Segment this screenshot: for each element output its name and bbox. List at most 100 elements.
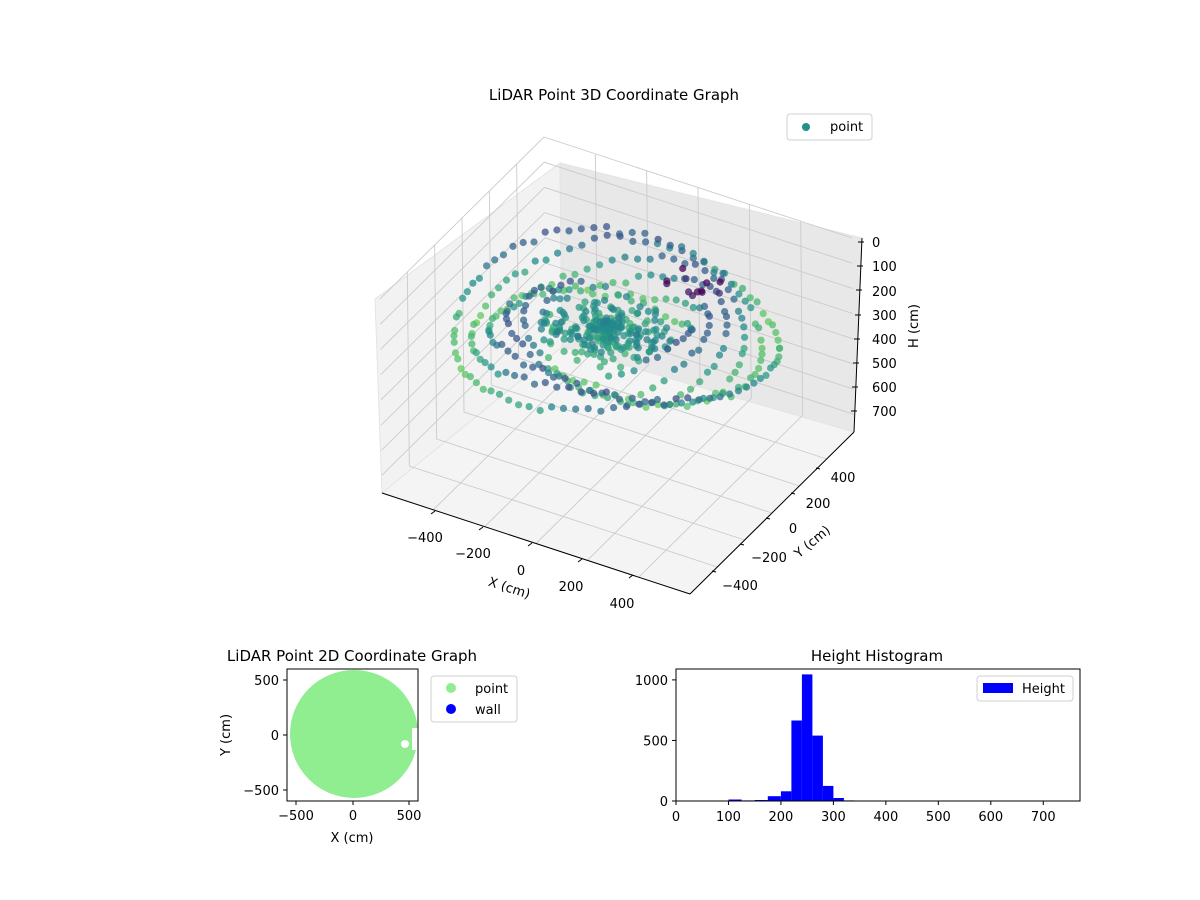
point-3d xyxy=(750,379,758,387)
point-3d xyxy=(451,349,460,357)
gridline xyxy=(516,163,827,460)
point-3d xyxy=(634,309,642,317)
point-3d xyxy=(486,331,494,339)
point-3d xyxy=(536,406,544,415)
point-3d xyxy=(546,338,554,346)
point-3d xyxy=(515,299,523,307)
z-tick-label: 300 xyxy=(872,309,897,324)
point-3d xyxy=(641,320,649,328)
point-3d xyxy=(550,294,558,302)
point-3d xyxy=(622,293,631,301)
point-3d xyxy=(577,287,585,295)
point-3d xyxy=(722,312,731,321)
point-3d xyxy=(772,328,780,337)
point-3d xyxy=(691,260,699,268)
point-3d xyxy=(726,375,734,383)
point-3d xyxy=(596,363,604,371)
point-3d xyxy=(577,388,585,396)
point-3d xyxy=(642,328,650,336)
point-3d xyxy=(452,313,460,321)
point-3d xyxy=(627,329,635,337)
point-3d xyxy=(703,368,712,376)
point-3d xyxy=(658,332,666,340)
point-3d xyxy=(735,290,743,298)
y-axis-label: Y (cm) xyxy=(791,523,834,562)
z-tick-label: 0 xyxy=(872,236,880,251)
point-3d xyxy=(672,338,680,346)
point-3d xyxy=(642,356,650,364)
x-tick-label: −400 xyxy=(407,531,443,546)
point-3d xyxy=(716,278,724,286)
x-tick-label: 0 xyxy=(349,809,357,824)
point-3d xyxy=(730,295,738,303)
point-3d xyxy=(487,363,495,371)
point-3d xyxy=(555,372,563,380)
point-3d xyxy=(641,398,649,406)
point-3d xyxy=(715,289,723,297)
point-3d xyxy=(759,310,767,318)
point-3d xyxy=(663,324,671,332)
point-3d xyxy=(597,407,605,415)
scatter2d-x-ticks xyxy=(283,679,410,805)
z-tick-label: 500 xyxy=(872,357,897,372)
point-3d xyxy=(563,294,571,302)
histogram-bar xyxy=(791,720,802,801)
point-3d xyxy=(608,256,616,264)
point-3d xyxy=(597,348,605,356)
point-3d xyxy=(637,390,645,399)
scatter3d-title: LiDAR Point 3D Coordinate Graph xyxy=(489,86,739,104)
y-tick-label: −500 xyxy=(243,784,279,799)
point-3d xyxy=(505,396,513,404)
point-3d xyxy=(537,325,546,333)
point-3d xyxy=(605,372,613,380)
y-tick-label: 0 xyxy=(271,729,279,744)
point-3d xyxy=(689,254,697,262)
point-3d xyxy=(652,325,660,333)
point-3d xyxy=(719,344,728,353)
point-3d xyxy=(548,403,556,411)
histogram-bar xyxy=(833,798,844,801)
point-3d xyxy=(557,281,565,289)
x-ticks xyxy=(430,510,634,579)
point-3d xyxy=(635,325,643,333)
point-3d xyxy=(690,276,698,284)
point-3d xyxy=(738,284,747,292)
point-3d xyxy=(561,374,569,382)
point-3d xyxy=(571,348,579,357)
point-3d xyxy=(584,286,592,294)
point-3d xyxy=(541,379,549,387)
point-3d xyxy=(525,334,533,342)
point-3d xyxy=(566,328,575,336)
point-3d xyxy=(738,314,746,322)
point-3d xyxy=(521,268,529,276)
point-3d xyxy=(684,394,692,402)
x-tick-label: −500 xyxy=(278,809,314,824)
point-3d xyxy=(741,333,749,341)
point-3d xyxy=(757,336,765,344)
point-3d xyxy=(590,234,599,242)
point-3d xyxy=(580,312,588,320)
point-3d xyxy=(700,302,709,310)
x-tick-label: 700 xyxy=(1031,810,1056,825)
point-3d xyxy=(594,334,602,342)
point-3d xyxy=(617,363,625,371)
point-3d xyxy=(658,252,666,260)
legend-point-marker xyxy=(802,123,810,131)
point-3d xyxy=(521,321,529,330)
point-3d xyxy=(509,242,517,250)
point-3d xyxy=(682,275,690,283)
gridline xyxy=(381,287,854,451)
point-3d xyxy=(552,330,560,338)
point-3d xyxy=(603,223,611,231)
point-3d xyxy=(710,268,718,276)
point-3d xyxy=(723,321,731,329)
point-3d xyxy=(477,312,485,320)
histogram-title: Height Histogram xyxy=(811,647,943,665)
point-3d xyxy=(537,283,545,292)
point-3d xyxy=(580,317,588,325)
point-3d xyxy=(571,270,579,278)
point-3d xyxy=(530,238,538,246)
point-3d xyxy=(590,389,598,397)
point-3d xyxy=(504,347,512,355)
point-3d xyxy=(583,265,591,273)
